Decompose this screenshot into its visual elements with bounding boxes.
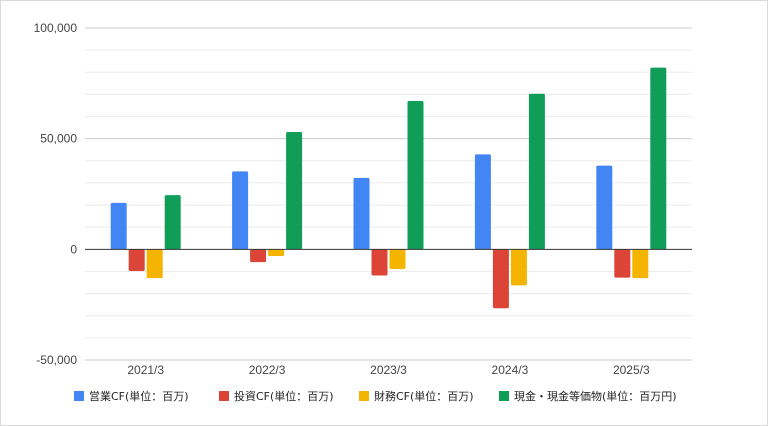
y-tick-label: 100,000 xyxy=(34,21,78,35)
bar xyxy=(268,249,285,256)
legend-swatch xyxy=(219,391,229,401)
bar xyxy=(164,195,181,250)
bar xyxy=(389,249,406,270)
x-axis-ticks: 2021/3 2022/3 2023/3 2024/3 2025/3 xyxy=(127,363,650,377)
legend-swatch xyxy=(359,391,369,401)
y-tick-label: 0 xyxy=(70,242,77,256)
legend-label: 財務CF(単位：百万) xyxy=(374,389,474,403)
bar xyxy=(286,132,303,250)
x-tick-label: 2025/3 xyxy=(613,363,650,377)
x-tick-label: 2023/3 xyxy=(370,363,407,377)
bars xyxy=(110,67,667,309)
bar xyxy=(474,154,491,250)
y-axis-ticks: 100,000 50,000 0 -50,000 xyxy=(34,21,78,367)
bar xyxy=(614,249,631,278)
gridlines xyxy=(85,27,692,361)
bar xyxy=(650,67,667,250)
y-tick-label: 50,000 xyxy=(40,132,77,146)
legend-label: 現金・現金等価物(単位：百万円) xyxy=(514,389,677,403)
bar xyxy=(492,249,509,309)
bar xyxy=(371,249,388,276)
x-tick-label: 2024/3 xyxy=(492,363,529,377)
bar xyxy=(146,249,163,279)
bar xyxy=(528,93,545,250)
y-tick-label: -50,000 xyxy=(36,353,77,367)
legend-swatch xyxy=(499,391,509,401)
bar xyxy=(110,202,127,250)
x-tick-label: 2021/3 xyxy=(127,363,164,377)
bar xyxy=(510,249,527,286)
x-tick-label: 2022/3 xyxy=(249,363,286,377)
legend-label: 投資CF(単位：百万) xyxy=(234,389,334,403)
bar xyxy=(128,249,145,272)
legend-swatch xyxy=(74,391,84,401)
legend-label: 営業CF(単位：百万) xyxy=(89,389,189,403)
bar xyxy=(596,165,613,250)
bar xyxy=(250,249,267,263)
bar xyxy=(232,171,249,250)
legend: 営業CF(単位：百万) 投資CF(単位：百万) 財務CF(単位：百万) 現金・現金等価… xyxy=(74,389,677,403)
bar xyxy=(632,249,649,279)
bar xyxy=(407,101,424,250)
bar xyxy=(353,177,370,250)
